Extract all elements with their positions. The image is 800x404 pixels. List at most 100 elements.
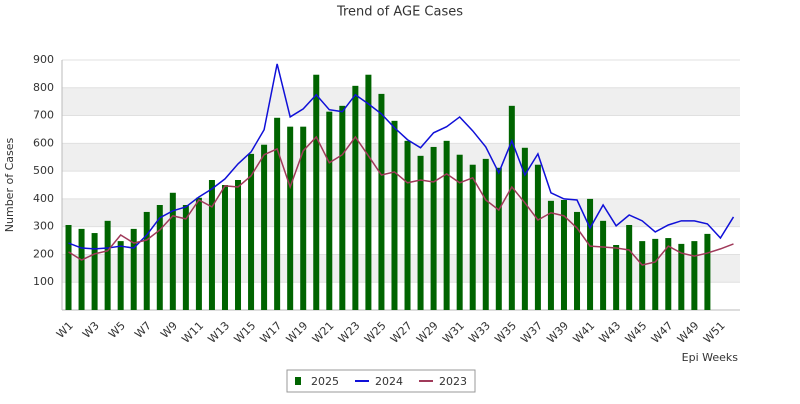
y-tick-label: 200 (33, 247, 54, 260)
bar (665, 238, 672, 310)
bar (691, 241, 698, 310)
y-tick-label: 400 (33, 192, 54, 205)
bar (65, 225, 72, 310)
bar (391, 120, 398, 310)
x-tick-label: W25 (362, 319, 389, 346)
bar (300, 126, 307, 311)
bar (534, 164, 541, 310)
bar (104, 220, 111, 310)
x-tick-label: W1 (54, 319, 76, 341)
bar (587, 198, 594, 310)
bar (430, 146, 437, 310)
x-tick-label: W19 (284, 319, 311, 346)
bar (326, 111, 333, 311)
x-tick-label: W47 (649, 319, 676, 346)
y-tick-label: 800 (33, 81, 54, 94)
x-tick-label: W35 (492, 319, 519, 346)
x-axis-label: Epi Weeks (682, 351, 739, 364)
bar (182, 205, 189, 310)
bar (313, 74, 320, 310)
bar (208, 180, 215, 310)
bar (235, 180, 242, 310)
x-tick-label: W37 (518, 319, 545, 346)
bar (613, 245, 620, 310)
bar (404, 140, 411, 310)
bar (221, 185, 228, 310)
x-tick-label: W51 (701, 319, 728, 346)
bar (547, 200, 554, 310)
x-tick-label: W49 (675, 319, 702, 346)
grid-band (62, 87, 740, 116)
bar (274, 117, 281, 311)
legend-label: 2023 (439, 375, 467, 388)
bar (248, 153, 255, 310)
x-tick-label: W21 (310, 319, 337, 346)
legend-swatch (295, 377, 301, 385)
y-axis-label: Number of Cases (3, 138, 16, 233)
legend-label: 2025 (311, 375, 339, 388)
bar (639, 241, 646, 310)
y-tick-label: 300 (33, 220, 54, 233)
bar (352, 85, 359, 310)
bar (91, 233, 98, 310)
legend-label: 2024 (375, 375, 403, 388)
bar (443, 140, 450, 310)
bar (495, 167, 502, 310)
line (68, 135, 734, 266)
bar (678, 243, 685, 310)
x-tick-label: W11 (179, 319, 206, 346)
bar (261, 144, 268, 310)
bar (339, 105, 346, 310)
bar (521, 147, 528, 310)
bar (378, 93, 385, 310)
x-tick-label: W5 (106, 319, 128, 341)
bar (704, 233, 711, 310)
grid-band (62, 198, 740, 227)
bar (456, 154, 463, 310)
y-tick-label: 700 (33, 109, 54, 122)
bar (365, 74, 372, 310)
bar (130, 228, 137, 310)
x-tick-label: W29 (414, 319, 441, 346)
x-tick-label: W15 (232, 319, 259, 346)
x-tick-label: W31 (440, 319, 467, 346)
chart-title: Trend of AGE Cases (336, 5, 463, 20)
line (68, 63, 735, 250)
bar (143, 211, 150, 310)
bar (117, 241, 124, 310)
x-tick-label: W3 (80, 319, 102, 341)
bar (560, 200, 567, 310)
y-tick-label: 600 (33, 136, 54, 149)
bar (652, 238, 659, 310)
grid-band (62, 143, 740, 172)
bar (600, 220, 607, 310)
x-tick-label: W41 (571, 319, 598, 346)
bar (195, 197, 202, 310)
x-tick-label: W13 (205, 319, 232, 346)
bar (78, 228, 85, 310)
bar (156, 205, 163, 310)
x-tick-label: W9 (158, 319, 180, 341)
x-tick-label: W27 (388, 319, 415, 346)
y-tick-label: 900 (33, 53, 54, 66)
bar (574, 211, 581, 310)
bar (469, 164, 476, 310)
y-tick-label: 500 (33, 164, 54, 177)
legend-box (286, 369, 476, 393)
bar (417, 155, 424, 310)
x-tick-label: W39 (544, 319, 571, 346)
bar (169, 192, 176, 310)
x-tick-label: W7 (132, 319, 154, 341)
x-tick-label: W17 (258, 319, 285, 346)
x-tick-label: W23 (336, 319, 363, 346)
x-tick-label: W45 (623, 319, 650, 346)
x-tick-label: W43 (597, 319, 624, 346)
x-tick-label: W33 (466, 319, 493, 346)
bar (626, 225, 633, 310)
bar (482, 158, 489, 310)
y-tick-label: 100 (33, 275, 54, 288)
bar (287, 126, 294, 311)
bar (508, 105, 515, 310)
grid-band (62, 254, 740, 283)
